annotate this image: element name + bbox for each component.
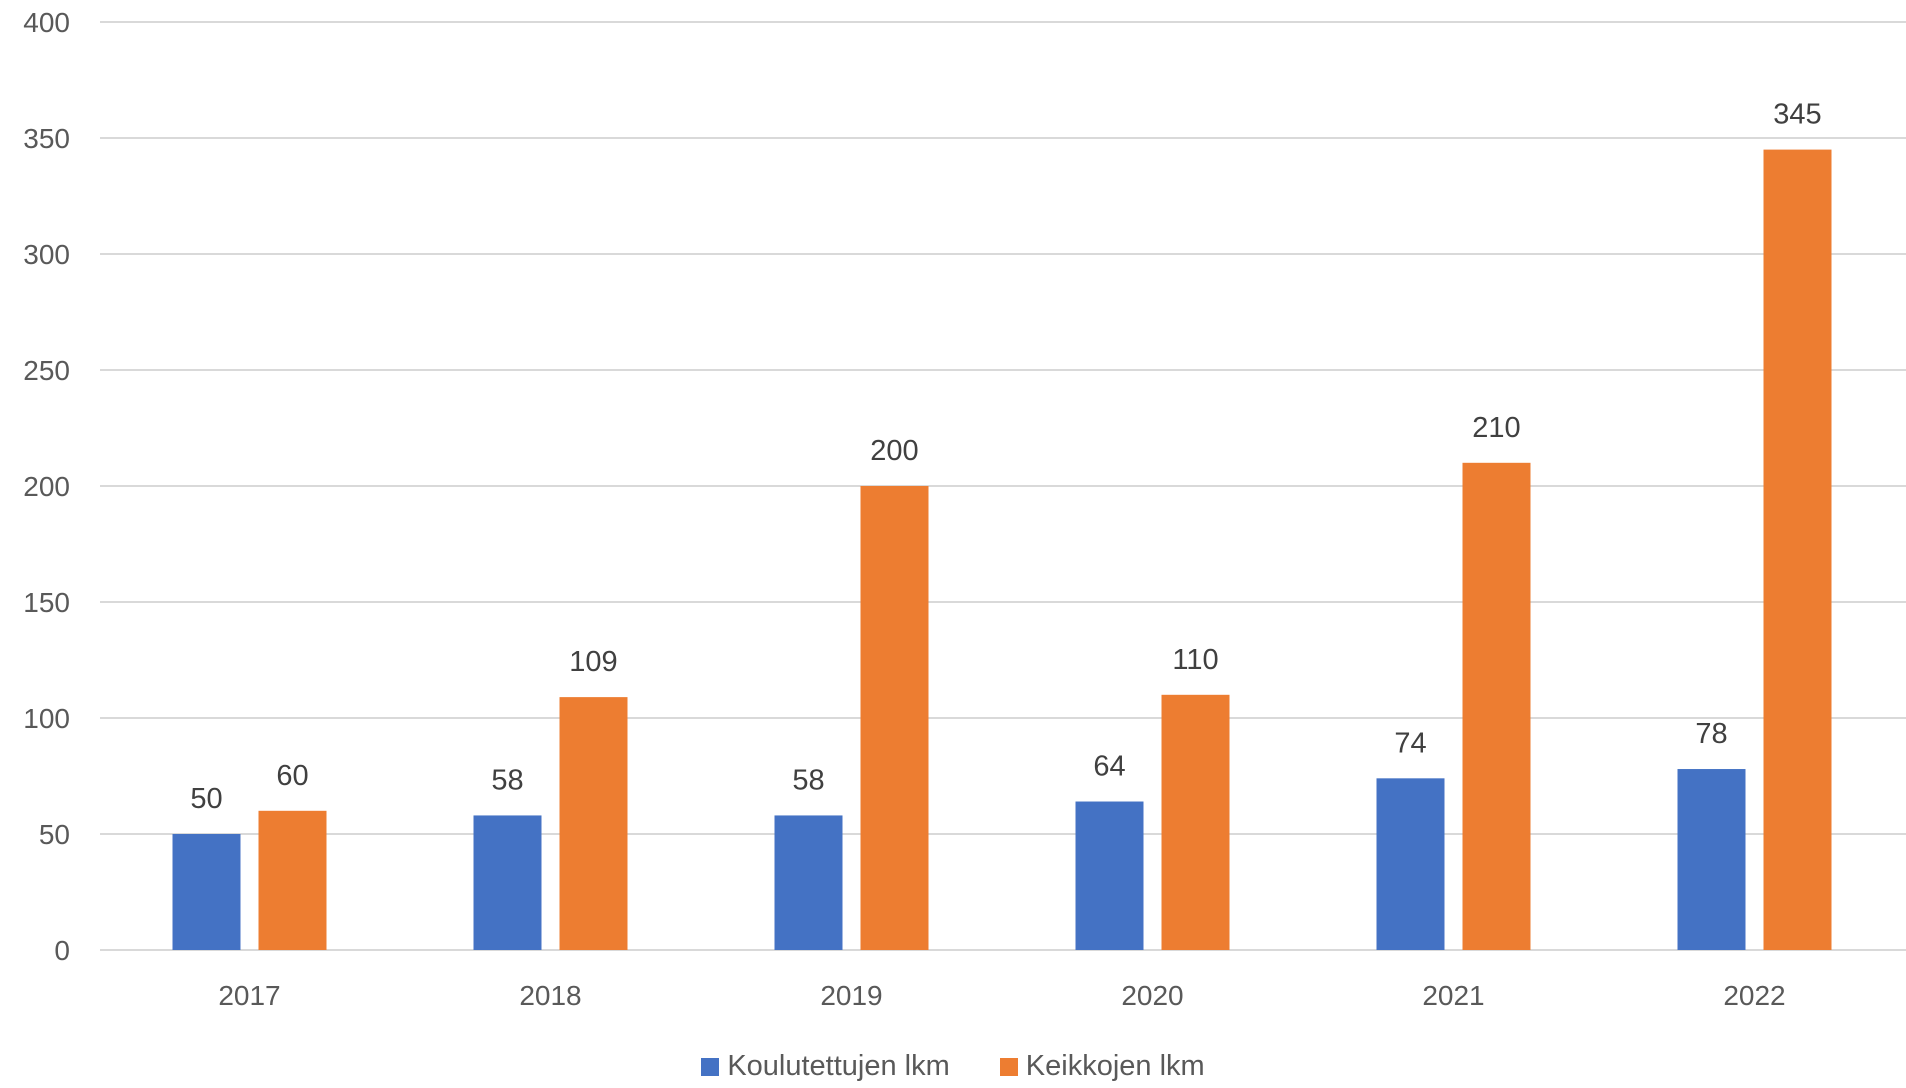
bar-chart: 0 50 100 150 200 250 300 350 400 50 60 58 109 58 200 6… (23, 7, 1906, 1011)
legend-label-keikkojen: Keikkojen lkm (1025, 1050, 1205, 1082)
legend-item-koulutettujen[interactable]: Koulutettujen lkm (701, 1050, 950, 1083)
x-tick-label: 2018 (519, 980, 581, 1011)
bar-2021-series-1[interactable] (1462, 462, 1531, 950)
y-tick-label: 200 (23, 471, 70, 502)
bar-2022-series-1[interactable] (1763, 149, 1832, 951)
legend-swatch-koulutettujen (701, 1057, 720, 1076)
bars (172, 149, 1832, 951)
data-label: 50 (190, 783, 222, 815)
y-tick-label: 400 (23, 7, 70, 38)
bar-2022-series-0[interactable] (1677, 769, 1746, 950)
data-label: 58 (491, 764, 523, 796)
bar-2020-series-0[interactable] (1075, 801, 1144, 950)
bar-2018-series-0[interactable] (473, 815, 542, 950)
legend-swatch-keikkojen (999, 1057, 1018, 1076)
gridlines (100, 21, 1906, 951)
data-label: 345 (1773, 99, 1821, 131)
legend-label-koulutettujen: Koulutettujen lkm (727, 1050, 950, 1082)
x-tick-label: 2019 (820, 980, 882, 1011)
y-tick-label: 300 (23, 239, 70, 270)
data-label: 110 (1172, 644, 1218, 676)
bar-2018-series-1[interactable] (559, 697, 628, 950)
bar-2017-series-1[interactable] (258, 810, 327, 950)
data-labels: 50 60 58 109 58 200 64 110 74 210 78 345 (190, 99, 1821, 815)
data-label: 78 (1695, 718, 1727, 750)
bar-2019-series-1[interactable] (860, 486, 929, 950)
x-tick-label: 2022 (1723, 980, 1785, 1011)
data-label: 58 (792, 764, 824, 796)
bar-2019-series-0[interactable] (774, 815, 843, 950)
y-tick-label: 250 (23, 355, 70, 386)
bar-2021-series-0[interactable] (1376, 778, 1445, 950)
y-tick-label: 150 (23, 587, 70, 618)
y-tick-label: 50 (39, 819, 70, 850)
data-label: 109 (569, 646, 617, 678)
y-tick-label: 0 (54, 935, 70, 966)
x-axis-ticks: 2017 2018 2019 2020 2021 2022 (218, 980, 1785, 1011)
data-label: 74 (1394, 727, 1426, 759)
x-tick-label: 2020 (1121, 980, 1183, 1011)
data-label: 200 (870, 435, 918, 467)
x-tick-label: 2021 (1422, 980, 1484, 1011)
bar-2017-series-0[interactable] (172, 834, 241, 950)
legend: Koulutettujen lkm Keikkojen lkm (0, 1050, 1906, 1083)
y-tick-label: 100 (23, 703, 70, 734)
data-label: 60 (276, 760, 308, 792)
data-label: 210 (1472, 412, 1520, 444)
y-tick-label: 350 (23, 123, 70, 154)
bar-2020-series-1[interactable] (1161, 694, 1230, 950)
data-label: 64 (1093, 751, 1125, 783)
x-tick-label: 2017 (218, 980, 280, 1011)
legend-item-keikkojen[interactable]: Keikkojen lkm (999, 1050, 1205, 1083)
y-axis-ticks: 0 50 100 150 200 250 300 350 400 (23, 7, 70, 966)
